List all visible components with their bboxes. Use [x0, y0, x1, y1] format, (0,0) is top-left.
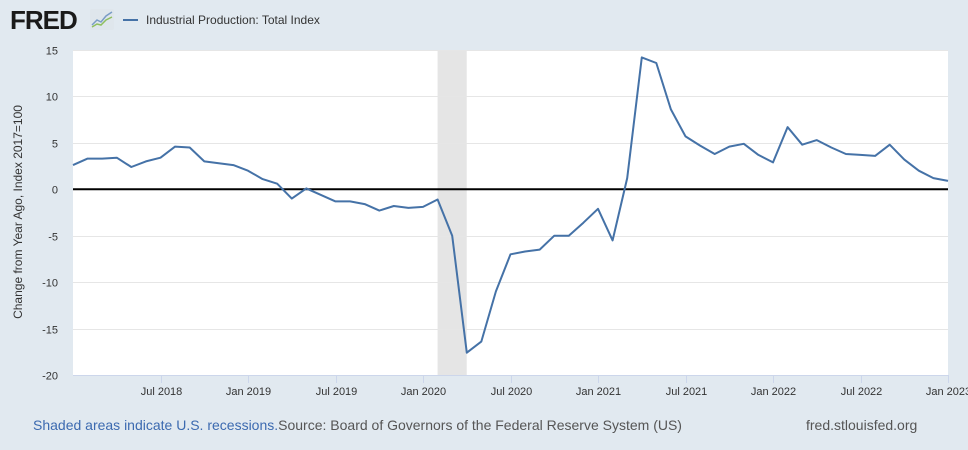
x-tick-label: Jan 2021 [576, 386, 621, 398]
y-tick-label: -15 [42, 325, 58, 337]
x-tick-label: Jan 2023 [926, 386, 968, 398]
y-tick-label: -10 [42, 278, 58, 290]
x-tick-label: Jul 2020 [491, 386, 533, 398]
fred-logo[interactable]: FRED [10, 5, 78, 35]
legend: Industrial Production: Total Index [123, 10, 320, 30]
source-text: Source: Board of Governors of the Federa… [278, 417, 682, 433]
recession-note-link[interactable]: Shaded areas indicate U.S. recessions. [33, 417, 279, 433]
y-tick-label: 5 [52, 139, 58, 151]
x-tick-label: Jul 2021 [666, 386, 708, 398]
y-axis-label: Change from Year Ago, Index 2017=100 [11, 105, 25, 319]
y-tick-label: 0 [52, 185, 58, 197]
y-tick-label: 10 [46, 92, 58, 104]
x-tick-label: Jan 2020 [401, 386, 446, 398]
x-tick-label: Jul 2022 [841, 386, 883, 398]
fred-logo-graph-icon [90, 9, 114, 30]
legend-swatch [123, 19, 138, 21]
footer-text: Shaded areas indicate U.S. recessions.So… [33, 417, 682, 433]
legend-label: Industrial Production: Total Index [146, 13, 320, 27]
y-tick-label: -20 [42, 371, 58, 383]
plot-area [73, 50, 948, 375]
y-tick-label: -5 [48, 232, 58, 244]
chart-header: FRED Industrial Production: Total Index [0, 0, 968, 40]
series-line-industrial-production[interactable] [72, 56, 949, 354]
x-tick-label: Jul 2019 [316, 386, 358, 398]
x-tick-label: Jan 2019 [226, 386, 271, 398]
x-tick-label: Jul 2018 [141, 386, 183, 398]
y-axis-ticks: 15 10 5 0 -5 -10 -15 -20 [42, 46, 58, 383]
gridlines [73, 50, 948, 330]
y-tick-label: 15 [46, 46, 58, 58]
x-axis-ticks: Jul 2018 Jan 2019 Jul 2019 Jan 2020 Jul 2020… [141, 375, 968, 398]
x-tick-label: Jan 2022 [751, 386, 796, 398]
site-url[interactable]: fred.stlouisfed.org [806, 417, 918, 433]
